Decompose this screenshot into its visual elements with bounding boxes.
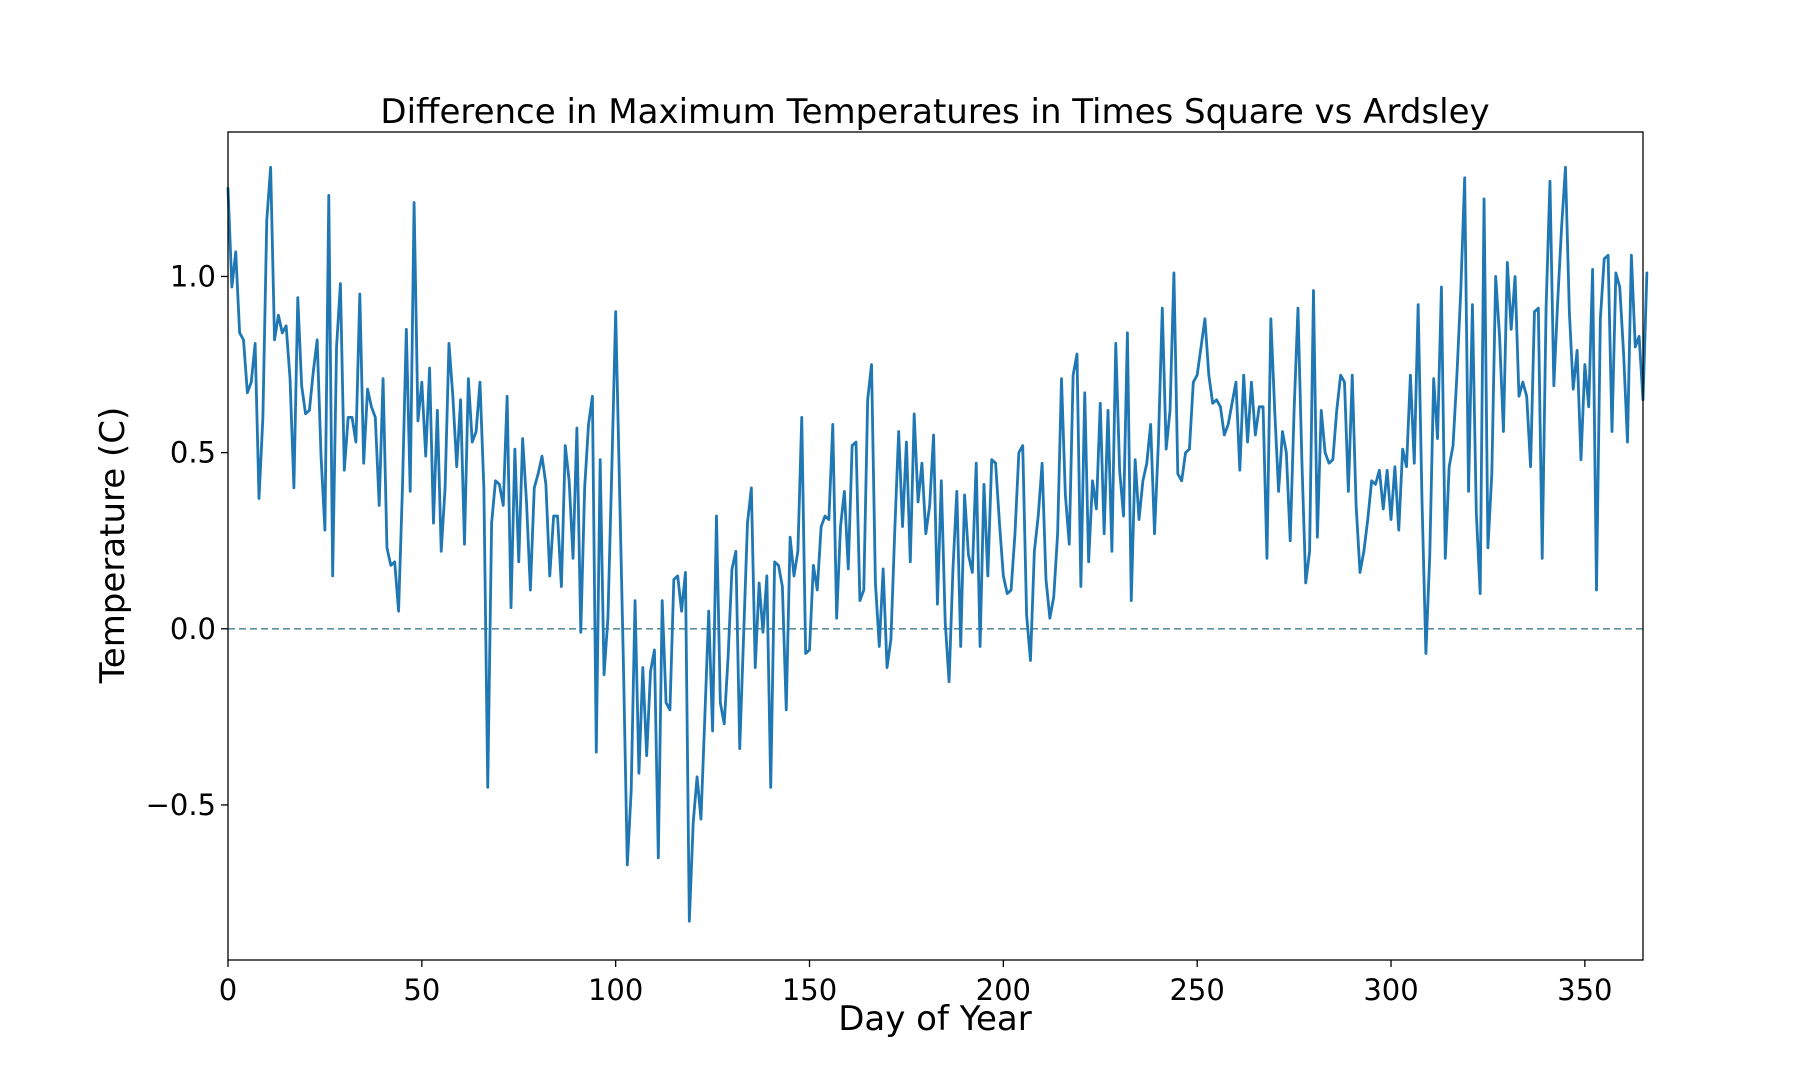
x-tick-label: 50	[403, 973, 440, 1007]
y-tick-label: 0.5	[170, 436, 216, 470]
y-tick-label: 0.0	[170, 612, 216, 646]
y-tick-label: −0.5	[146, 788, 216, 822]
x-tick-label: 150	[782, 973, 837, 1007]
x-tick-label: 300	[1363, 973, 1418, 1007]
plot-frame	[227, 131, 1644, 961]
y-tick-label: 1.0	[170, 259, 216, 293]
x-tick-label: 100	[588, 973, 643, 1007]
x-tick-label: 200	[976, 973, 1031, 1007]
x-tick-label: 0	[219, 973, 237, 1007]
plot-area: 0 50 100 150 200 250 300 350 −0.5 0.0 0.5 1.0	[146, 131, 1649, 1007]
x-tick-label: 350	[1557, 973, 1612, 1007]
data-series-line-0	[226, 165, 1649, 923]
y-axis-label: Temperature (C)	[93, 407, 133, 684]
chart-title: Difference in Maximum Temperatures in Ti…	[380, 92, 1489, 132]
x-tick-label: 250	[1169, 973, 1224, 1007]
x-axis-label: Day of Year	[838, 999, 1032, 1039]
